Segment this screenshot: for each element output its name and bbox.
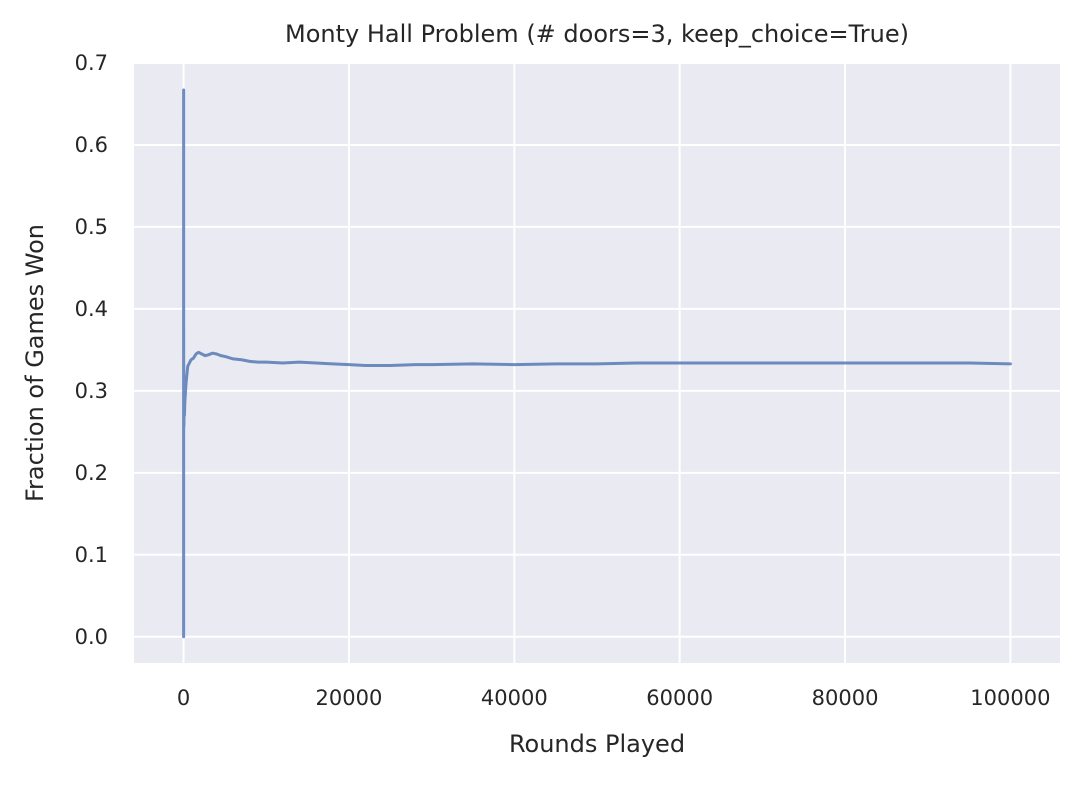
grid-lines	[134, 62, 1060, 663]
series-layer	[182, 88, 1012, 639]
y-tick-label: 0.5	[75, 215, 108, 239]
y-axis-label: Fraction of Games Won	[21, 224, 49, 502]
y-tick-label: 0.3	[75, 379, 108, 403]
x-axis-label: Rounds Played	[509, 730, 685, 758]
y-tick-label: 0.2	[75, 461, 108, 485]
y-tick-label: 0.0	[75, 625, 108, 649]
tick-labels: 0 20000 40000 60000 80000 100000 0.0 0.1 0.2 0.3 0…	[75, 51, 1051, 710]
y-tick-label: 0.1	[75, 543, 108, 567]
x-tick-label: 40000	[481, 686, 548, 710]
x-tick-label: 100000	[970, 686, 1050, 710]
x-tick-label: 60000	[646, 686, 713, 710]
y-tick-label: 0.6	[75, 133, 108, 157]
x-tick-label: 80000	[812, 686, 879, 710]
x-tick-label: 0	[177, 686, 190, 710]
y-tick-label: 0.7	[75, 51, 108, 75]
y-tick-label: 0.4	[75, 297, 108, 321]
chart-title: Monty Hall Problem (# doors=3, keep_choi…	[285, 20, 909, 48]
series-line	[182, 88, 1012, 639]
x-tick-label: 20000	[316, 686, 383, 710]
